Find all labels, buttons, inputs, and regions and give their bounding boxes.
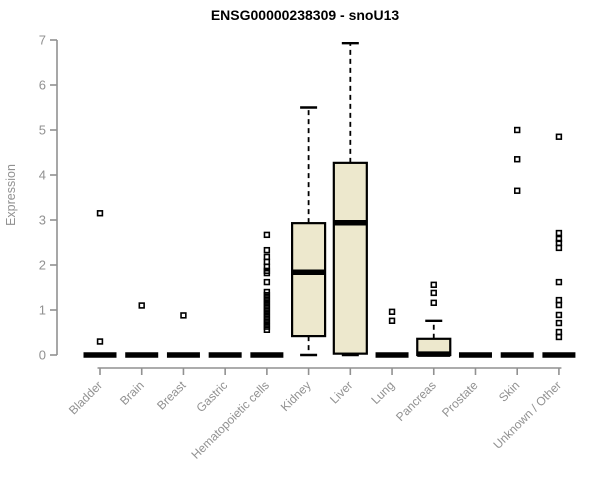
outlier-point (555, 333, 563, 341)
box-Breast (166, 312, 200, 358)
x-tick-label: Brain (117, 378, 147, 408)
outlier-point (388, 317, 396, 324)
y-tick-label: 2 (39, 258, 46, 273)
x-tick-label: Skin (496, 378, 522, 404)
box-Skin (500, 126, 534, 358)
box-Kidney (291, 106, 327, 357)
outlier-point (180, 312, 187, 319)
outlier-point (555, 229, 563, 237)
box-rect (332, 161, 368, 355)
outlier-point (263, 288, 271, 296)
outlier-point (555, 328, 563, 336)
outlier-point (263, 253, 271, 261)
y-tick-label: 7 (39, 33, 46, 48)
outlier-point (430, 281, 437, 288)
y-axis-label: Expression (4, 164, 18, 226)
outlier-point (263, 263, 271, 270)
box-rect (291, 222, 327, 338)
x-tick-label: Bladder (66, 378, 105, 417)
outlier-point (555, 296, 563, 304)
outlier-point (555, 311, 563, 319)
y-tick-label: 0 (39, 348, 46, 363)
x-tick-label: Lung (368, 378, 397, 407)
box-Pancreas (416, 281, 452, 357)
outlier-point (555, 235, 563, 243)
outlier-point (555, 301, 563, 309)
outlier-point (555, 133, 563, 140)
box-Brain (125, 302, 159, 358)
y-axis: 0 1 2 3 4 5 6 7 (39, 33, 58, 363)
x-tick-label: Pancreas (393, 378, 439, 424)
outlier-point (430, 299, 437, 306)
outlier-point (513, 187, 521, 194)
outlier-point (96, 338, 104, 345)
box-Lung (375, 308, 409, 358)
x-tick-label: Liver (327, 378, 355, 406)
box-Hematopoietic cells (250, 231, 284, 358)
outlier-point (555, 244, 563, 252)
y-tick-label: 4 (39, 168, 46, 183)
y-tick-label: 5 (39, 123, 46, 138)
x-tick-label: Kidney (278, 378, 314, 414)
box-Liver (332, 41, 368, 357)
y-tick-label: 6 (39, 78, 46, 93)
outlier-point (263, 278, 271, 286)
outlier-point (430, 289, 437, 297)
outlier-point (388, 308, 396, 315)
box-Unknown / Other (542, 133, 576, 358)
outlier-point (263, 231, 271, 239)
outlier-point (96, 210, 104, 217)
outlier-point (555, 319, 563, 327)
x-tick-label: Gastric (194, 378, 231, 415)
y-tick-label: 1 (39, 303, 46, 318)
outlier-point (513, 156, 521, 163)
outlier-point (263, 246, 271, 254)
y-tick-label: 3 (39, 213, 46, 228)
x-tick-label: Prostate (439, 378, 481, 420)
outlier-point (513, 126, 521, 134)
outlier-point (138, 302, 145, 309)
outlier-point (555, 278, 563, 286)
chart-title: ENSG00000238309 - snoU13 (210, 7, 400, 23)
x-tick-label: Breast (154, 378, 189, 413)
x-tick-label: Hematopoietic cells (189, 378, 272, 461)
box-Bladder (83, 210, 117, 358)
outlier-point (263, 258, 271, 266)
